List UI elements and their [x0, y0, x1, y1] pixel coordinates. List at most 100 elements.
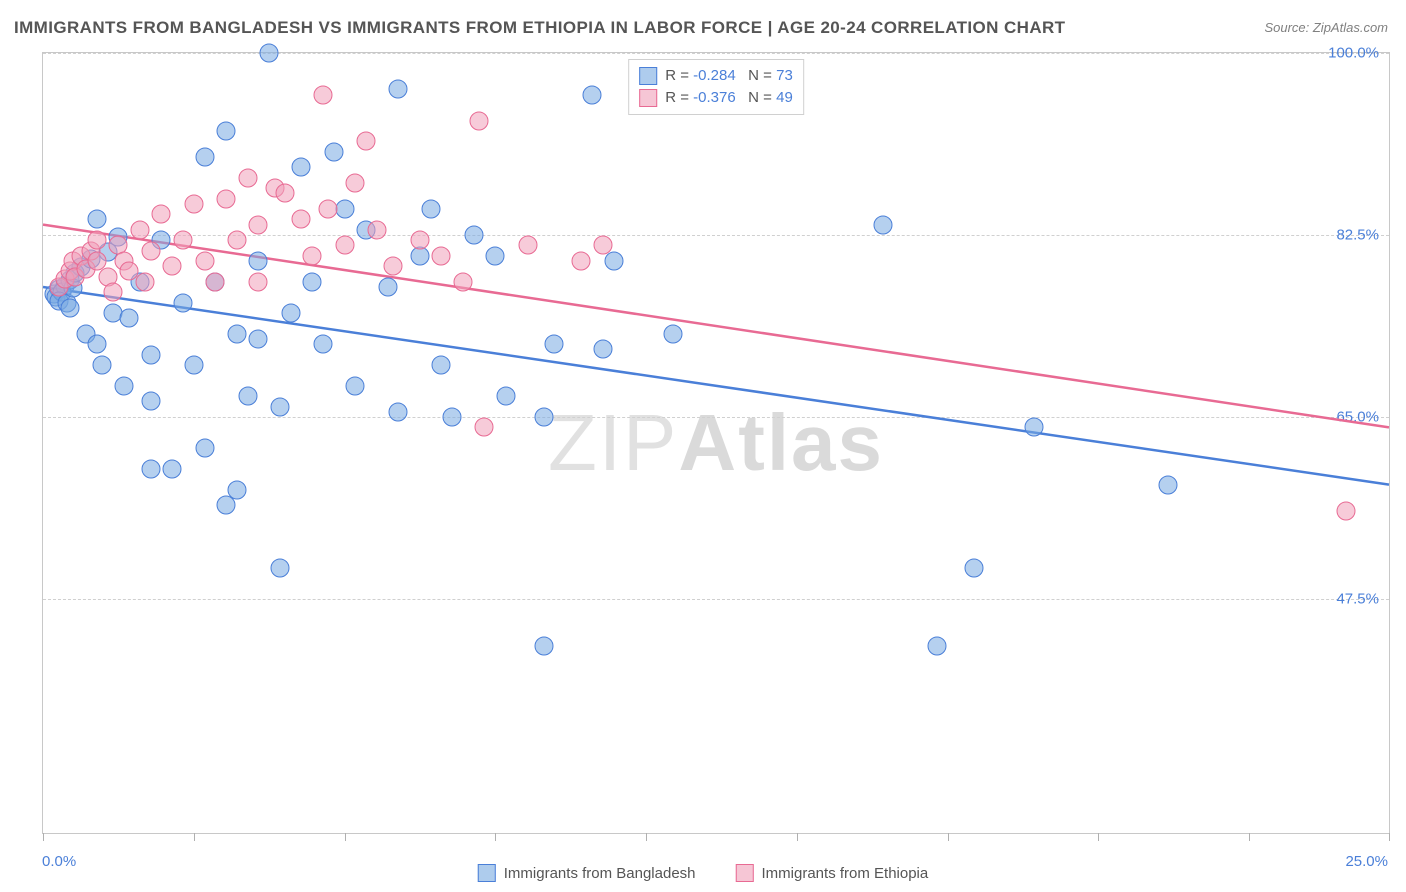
point-ethiopia — [152, 205, 171, 224]
point-ethiopia — [173, 231, 192, 250]
point-bangladesh — [195, 148, 214, 167]
point-ethiopia — [206, 272, 225, 291]
point-bangladesh — [93, 356, 112, 375]
point-bangladesh — [497, 387, 516, 406]
point-ethiopia — [313, 85, 332, 104]
point-bangladesh — [545, 335, 564, 354]
point-bangladesh — [249, 252, 268, 271]
point-ethiopia — [383, 257, 402, 276]
point-bangladesh — [163, 460, 182, 479]
point-bangladesh — [141, 392, 160, 411]
point-bangladesh — [217, 122, 236, 141]
point-bangladesh — [1024, 418, 1043, 437]
point-ethiopia — [249, 215, 268, 234]
swatch-blue — [478, 864, 496, 882]
point-bangladesh — [292, 158, 311, 177]
point-ethiopia — [184, 194, 203, 213]
point-bangladesh — [303, 272, 322, 291]
x-tick — [1098, 833, 1099, 841]
point-bangladesh — [464, 226, 483, 245]
point-bangladesh — [421, 200, 440, 219]
point-bangladesh — [378, 278, 397, 297]
legend-item-ethiopia: Immigrants from Ethiopia — [736, 864, 929, 882]
point-ethiopia — [163, 257, 182, 276]
point-bangladesh — [173, 293, 192, 312]
point-bangladesh — [927, 636, 946, 655]
point-bangladesh — [443, 408, 462, 427]
point-ethiopia — [303, 246, 322, 265]
point-bangladesh — [534, 408, 553, 427]
x-tick — [797, 833, 798, 841]
point-bangladesh — [120, 309, 139, 328]
point-bangladesh — [249, 330, 268, 349]
point-bangladesh — [281, 304, 300, 323]
point-ethiopia — [475, 418, 494, 437]
point-bangladesh — [593, 340, 612, 359]
point-bangladesh — [335, 200, 354, 219]
legend-label: Immigrants from Ethiopia — [762, 865, 929, 882]
point-ethiopia — [593, 236, 612, 255]
point-ethiopia — [453, 272, 472, 291]
point-bangladesh — [114, 376, 133, 395]
point-bangladesh — [389, 80, 408, 99]
x-tick — [43, 833, 44, 841]
trend-bangladesh — [43, 287, 1389, 485]
point-bangladesh — [270, 558, 289, 577]
point-bangladesh — [313, 335, 332, 354]
point-bangladesh — [184, 356, 203, 375]
point-bangladesh — [227, 324, 246, 343]
point-bangladesh — [324, 142, 343, 161]
x-tick — [948, 833, 949, 841]
point-ethiopia — [357, 132, 376, 151]
point-bangladesh — [965, 558, 984, 577]
point-ethiopia — [335, 236, 354, 255]
point-ethiopia — [470, 111, 489, 130]
x-tick — [646, 833, 647, 841]
point-bangladesh — [141, 345, 160, 364]
point-ethiopia — [103, 283, 122, 302]
point-bangladesh — [238, 387, 257, 406]
point-ethiopia — [136, 272, 155, 291]
plot-area: ZIPAtlas R = -0.284 N = 73R = -0.376 N =… — [42, 52, 1390, 834]
point-ethiopia — [518, 236, 537, 255]
point-ethiopia — [141, 241, 160, 260]
point-bangladesh — [260, 44, 279, 63]
point-ethiopia — [432, 246, 451, 265]
x-tick — [194, 833, 195, 841]
point-bangladesh — [389, 402, 408, 421]
point-ethiopia — [292, 210, 311, 229]
point-ethiopia — [319, 200, 338, 219]
point-bangladesh — [87, 335, 106, 354]
point-ethiopia — [410, 231, 429, 250]
point-ethiopia — [227, 231, 246, 250]
x-tick — [1249, 833, 1250, 841]
point-bangladesh — [873, 215, 892, 234]
source-attribution: Source: ZipAtlas.com — [1264, 20, 1388, 35]
point-bangladesh — [534, 636, 553, 655]
x-tick — [345, 833, 346, 841]
x-min-label: 0.0% — [42, 853, 76, 870]
x-tick — [1389, 833, 1390, 841]
point-ethiopia — [217, 189, 236, 208]
point-bangladesh — [346, 376, 365, 395]
series-legend: Immigrants from Bangladesh Immigrants fr… — [478, 864, 928, 882]
point-ethiopia — [1336, 501, 1355, 520]
point-bangladesh — [87, 210, 106, 229]
point-ethiopia — [195, 252, 214, 271]
point-ethiopia — [276, 184, 295, 203]
point-ethiopia — [249, 272, 268, 291]
point-bangladesh — [227, 480, 246, 499]
x-max-label: 25.0% — [1345, 853, 1388, 870]
legend-label: Immigrants from Bangladesh — [504, 865, 696, 882]
point-bangladesh — [486, 246, 505, 265]
point-ethiopia — [572, 252, 591, 271]
point-bangladesh — [663, 324, 682, 343]
point-bangladesh — [195, 439, 214, 458]
point-ethiopia — [130, 220, 149, 239]
point-bangladesh — [141, 460, 160, 479]
point-bangladesh — [60, 298, 79, 317]
point-bangladesh — [1159, 475, 1178, 494]
x-tick — [495, 833, 496, 841]
point-bangladesh — [432, 356, 451, 375]
chart-title: IMMIGRANTS FROM BANGLADESH VS IMMIGRANTS… — [14, 18, 1065, 38]
